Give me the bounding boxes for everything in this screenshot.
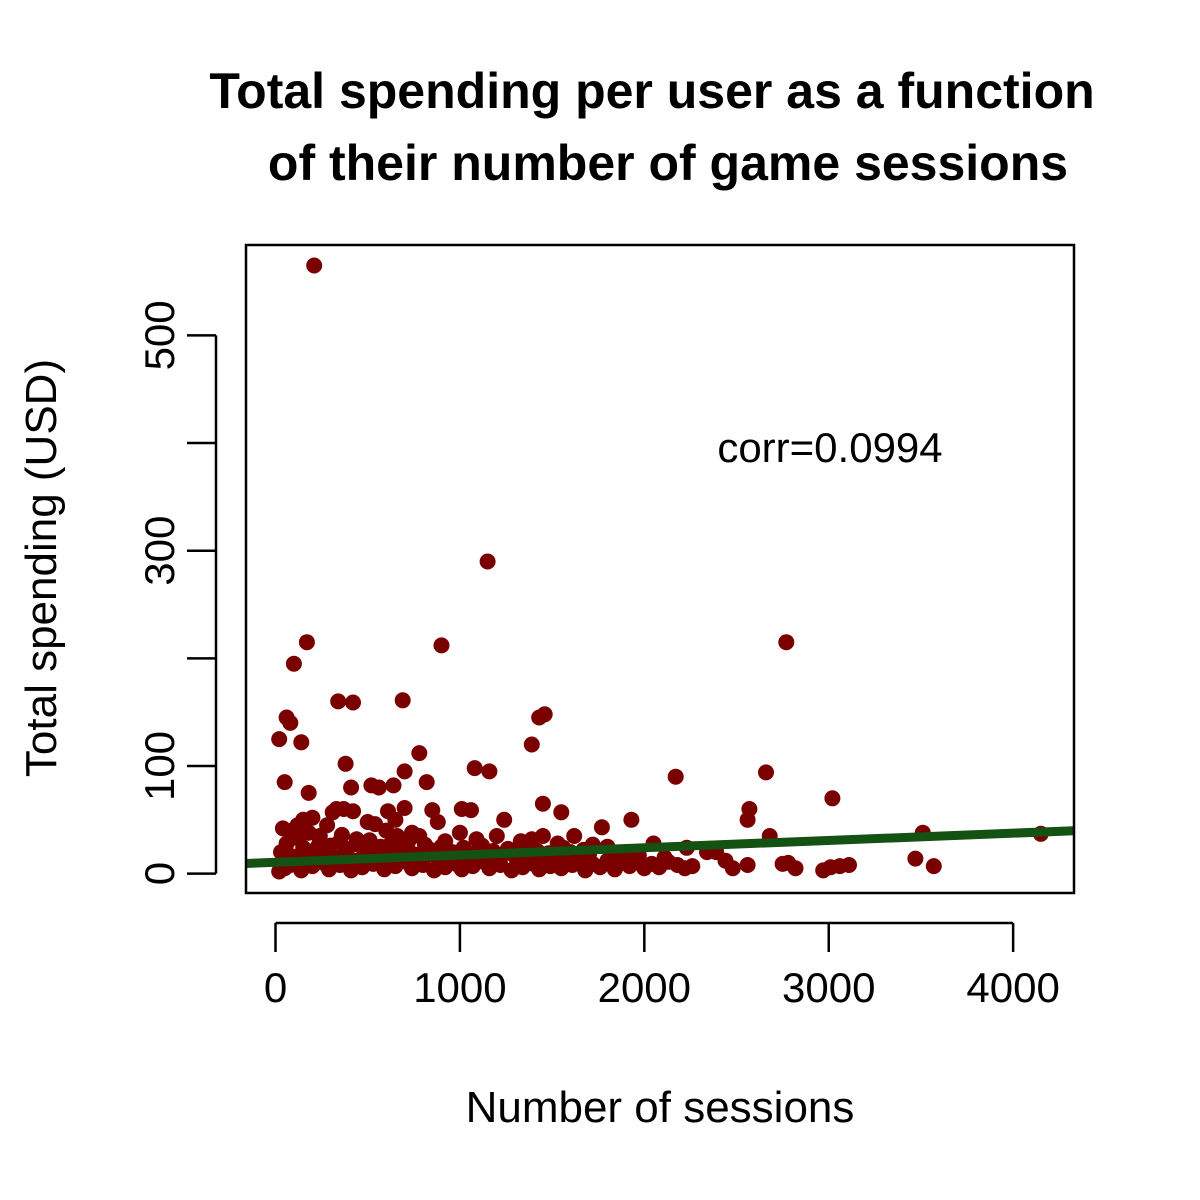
data-point-11 xyxy=(293,734,310,751)
data-point-186 xyxy=(400,833,417,850)
data-point-17 xyxy=(337,755,354,772)
data-point-22 xyxy=(758,764,774,781)
chart-title-line-2: of their number of game sessions xyxy=(268,135,1068,191)
data-point-16 xyxy=(411,745,428,762)
data-point-21 xyxy=(667,768,684,785)
data-point-4 xyxy=(778,634,795,651)
data-point-88 xyxy=(739,857,756,873)
y-tick-label-0: 0 xyxy=(136,862,183,885)
x-axis-label: Number of sessions xyxy=(466,1083,855,1132)
data-point-44 xyxy=(593,819,610,836)
data-point-35 xyxy=(424,802,441,819)
data-point-62 xyxy=(387,811,404,828)
data-point-96 xyxy=(907,850,924,867)
data-point-38 xyxy=(534,795,551,812)
y-axis: 0 100 300 500 xyxy=(136,300,218,885)
data-point-13 xyxy=(523,736,540,753)
data-point-8 xyxy=(394,692,411,709)
correlation-annotation: corr=0.0994 xyxy=(717,424,942,471)
data-point-177 xyxy=(333,826,350,843)
data-point-39 xyxy=(553,804,570,821)
data-point-91 xyxy=(787,860,804,877)
x-tick-label-0: 0 xyxy=(264,964,287,1011)
y-tick-label-300: 300 xyxy=(136,516,183,586)
x-tick-label-1000: 1000 xyxy=(413,964,506,1011)
data-point-87 xyxy=(724,860,741,877)
data-point-56 xyxy=(324,804,341,821)
data-point-2 xyxy=(298,634,315,651)
data-point-53 xyxy=(304,809,321,826)
data-point-55 xyxy=(319,817,336,834)
data-point-43 xyxy=(623,811,640,828)
data-point-24 xyxy=(300,784,317,801)
data-point-74 xyxy=(566,828,583,844)
data-point-41 xyxy=(824,790,841,807)
y-tick-label-500: 500 xyxy=(136,300,183,370)
data-point-29 xyxy=(418,774,435,791)
y-tick-label-100: 100 xyxy=(136,731,183,801)
x-axis: 0 1000 2000 3000 4000 xyxy=(264,921,1060,1011)
data-point-42 xyxy=(739,811,756,828)
data-point-15 xyxy=(536,706,553,723)
data-point-19 xyxy=(466,760,483,777)
data-point-32 xyxy=(345,803,361,820)
data-point-28 xyxy=(385,777,402,794)
data-point-72 xyxy=(534,828,551,844)
data-point-166 xyxy=(676,860,693,877)
chart-title-line-1: Total spending per user as a function xyxy=(209,63,1094,119)
data-point-27 xyxy=(370,779,387,796)
data-point-20 xyxy=(481,763,498,780)
data-point-65 xyxy=(429,814,446,830)
data-point-97 xyxy=(925,858,942,875)
x-tick-label-4000: 4000 xyxy=(966,964,1059,1011)
x-tick-label-2000: 2000 xyxy=(598,964,691,1011)
data-point-7 xyxy=(345,694,361,711)
data-point-10 xyxy=(278,709,295,726)
data-point-69 xyxy=(488,828,505,844)
data-point-34 xyxy=(396,800,413,816)
data-point-172 xyxy=(300,824,317,841)
data-point-45 xyxy=(496,811,513,828)
data-point-5 xyxy=(285,655,302,672)
data-point-23 xyxy=(276,774,293,791)
regression-line xyxy=(245,826,1075,868)
y-axis-label: Total spending (USD) xyxy=(17,359,66,777)
data-point-67 xyxy=(451,824,468,841)
data-point-12 xyxy=(271,731,288,748)
data-point-37 xyxy=(463,802,479,819)
plot-frame xyxy=(244,243,1076,895)
data-point-95 xyxy=(841,857,857,873)
data-point-176 xyxy=(322,837,339,854)
data-point-1 xyxy=(479,553,496,570)
data-points xyxy=(271,257,1049,880)
data-point-18 xyxy=(396,763,413,780)
x-tick-label-3000: 3000 xyxy=(782,964,875,1011)
data-point-6 xyxy=(330,693,347,710)
data-point-25 xyxy=(343,779,360,796)
data-point-0 xyxy=(306,257,323,274)
data-point-3 xyxy=(433,637,450,654)
